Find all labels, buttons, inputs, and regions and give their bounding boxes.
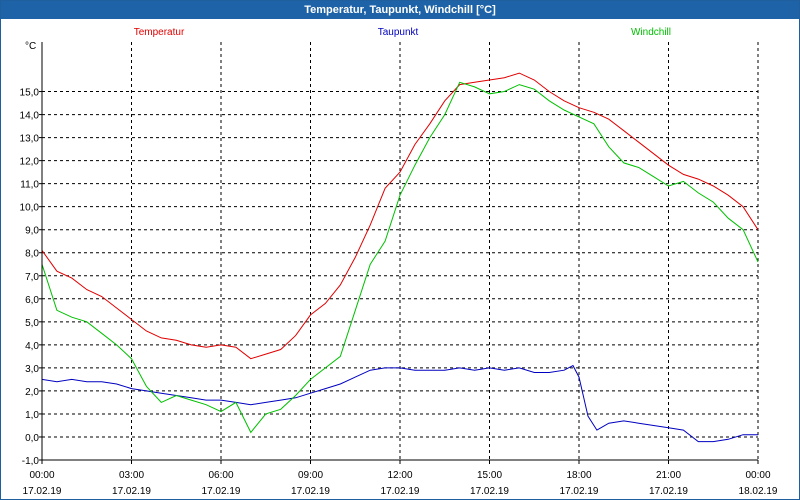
series-lines <box>41 72 759 443</box>
y-tick-label: 9,0 <box>25 226 39 237</box>
y-tick-label: 15,0 <box>20 88 40 99</box>
y-tick-label: -1,0 <box>22 456 40 467</box>
legend-entry-temperatur: Temperatur <box>134 27 185 38</box>
x-tick-time-label: 00:00 <box>29 470 54 481</box>
x-tick-date-label: 17.02.19 <box>470 486 509 497</box>
legend-entry-taupunkt: Taupunkt <box>378 27 419 38</box>
x-tick-time-label: 15:00 <box>477 470 502 481</box>
legend-entry-windchill: Windchill <box>631 27 671 38</box>
x-tick-time-label: 06:00 <box>208 470 233 481</box>
y-tick-label: 4,0 <box>25 341 39 352</box>
y-tick-label: 11,0 <box>20 180 39 191</box>
x-tick-date-label: 17.02.19 <box>381 486 420 497</box>
y-tick-label: 10,0 <box>20 203 40 214</box>
window-title: Temperatur, Taupunkt, Windchill [°C] <box>1 1 799 19</box>
y-tick-labels: -1,0 0,0 1,0 2,0 3,0 4,0 5,0 6,0 7,0 8,0 9,0 10,0 11… <box>20 88 42 467</box>
grid <box>42 42 759 460</box>
x-tick-date-label: 17.02.19 <box>291 486 330 497</box>
x-tick-time-label: 00:00 <box>745 470 770 481</box>
y-tick-label: 3,0 <box>25 364 39 375</box>
y-tick-label: 6,0 <box>25 295 39 306</box>
x-tick-time-label: 21:00 <box>656 470 681 481</box>
y-tick-label: 2,0 <box>25 387 39 398</box>
x-tick-date-label: 17.02.19 <box>202 486 241 497</box>
y-axis-unit: °C <box>25 41 36 52</box>
legend: Temperatur Taupunkt Windchill <box>134 27 671 38</box>
x-tick-date-label: 17.02.19 <box>560 486 599 497</box>
x-tick-date-label: 17.02.19 <box>112 486 151 497</box>
y-tick-label: 1,0 <box>25 410 39 421</box>
x-tick-date-label: 17.02.19 <box>23 486 62 497</box>
x-tick-time-label: 09:00 <box>298 470 323 481</box>
series-line-taupunkt <box>41 364 758 443</box>
x-tick-labels: 00:00 17.02.19 03:00 17.02.19 06:00 17.02.19 0… <box>23 460 778 497</box>
y-tick-label: 12,0 <box>20 157 40 168</box>
series-line-windchill <box>41 81 759 434</box>
x-tick-time-label: 18:00 <box>566 470 591 481</box>
y-tick-label: 7,0 <box>25 272 39 283</box>
y-tick-label: 14,0 <box>20 111 40 122</box>
series-line-temperatur <box>41 72 759 360</box>
x-tick-time-label: 03:00 <box>119 470 144 481</box>
y-tick-label: 0,0 <box>25 433 39 444</box>
y-tick-label: 5,0 <box>25 318 39 329</box>
y-tick-label: 13,0 <box>20 134 40 145</box>
x-tick-time-label: 12:00 <box>387 470 412 481</box>
y-tick-label: 8,0 <box>25 249 39 260</box>
x-tick-date-label: 17.02.19 <box>649 486 688 497</box>
x-tick-date-label: 18.02.19 <box>739 486 778 497</box>
